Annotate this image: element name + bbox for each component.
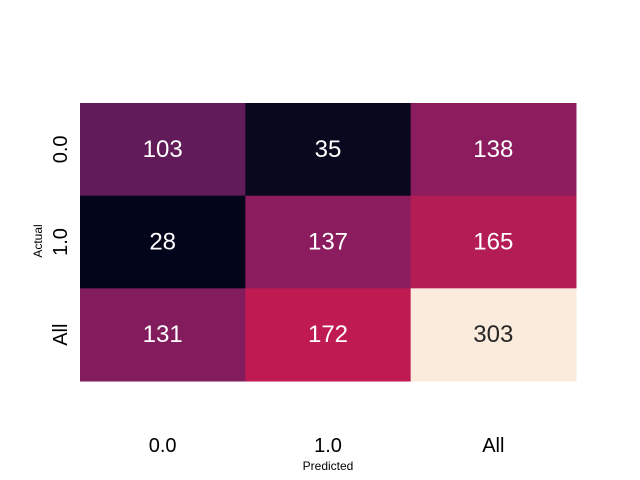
y-tick-label-2: All bbox=[50, 324, 72, 346]
heatmap-cell-r2-c0 bbox=[80, 288, 246, 382]
heatmap-cell-r0-c1 bbox=[245, 103, 412, 197]
heatmap-cell-r1-c0 bbox=[80, 195, 246, 289]
cell-value-label-r2-c2: 303 bbox=[473, 321, 513, 348]
heatmap-cell-r2-c1 bbox=[245, 288, 412, 382]
x-axis-label: Predicted bbox=[303, 459, 354, 473]
cell-value-label-r1-c1: 137 bbox=[308, 229, 348, 256]
heatmap-cell-r1-c2 bbox=[410, 195, 577, 289]
heatmap-cell-r2-c2 bbox=[410, 288, 577, 382]
y-tick-label-0: 0.0 bbox=[50, 135, 72, 163]
cell-value-label-r1-c0: 28 bbox=[149, 229, 176, 256]
x-tick-labels: 0.0 1.0 All bbox=[149, 435, 505, 457]
cell-value-label-r0-c0: 103 bbox=[143, 136, 183, 163]
heatmap-cell-r0-c0 bbox=[80, 103, 246, 197]
x-tick-label-1: 1.0 bbox=[314, 435, 342, 457]
cell-value-label-r1-c2: 165 bbox=[473, 229, 513, 256]
y-tick-label-1: 1.0 bbox=[50, 228, 72, 256]
y-tick-labels: 0.0 1.0 All bbox=[50, 135, 72, 345]
x-tick-label-2: All bbox=[482, 435, 504, 457]
cell-value-label-r2-c1: 172 bbox=[308, 321, 348, 348]
heatmap-cell-r0-c2 bbox=[410, 103, 577, 197]
heatmap-cell-r1-c1 bbox=[245, 195, 412, 289]
cell-value-label-r2-c0: 131 bbox=[143, 321, 183, 348]
cell-value-label-r0-c1: 35 bbox=[315, 136, 342, 163]
cell-value-label-r0-c2: 138 bbox=[473, 136, 513, 163]
y-axis-label: Actual bbox=[31, 224, 45, 257]
x-tick-label-0: 0.0 bbox=[149, 435, 177, 457]
heatmap-cells: 103 35 138 28 137 165 131 172 303 bbox=[80, 103, 577, 382]
